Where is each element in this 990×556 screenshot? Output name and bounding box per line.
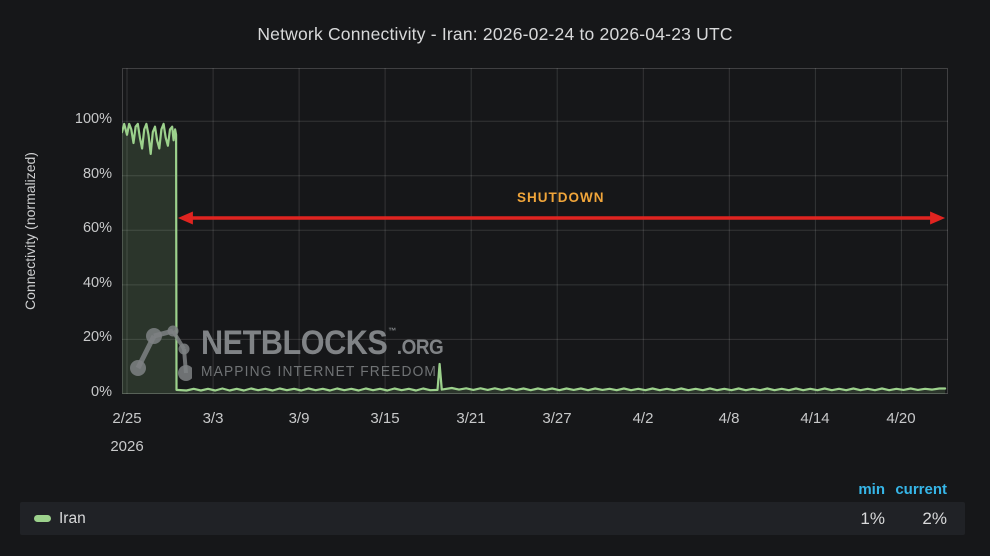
legend-header-row: min current — [20, 476, 965, 502]
arrowhead-right-icon — [930, 211, 946, 225]
y-tick-label: 60% — [82, 220, 112, 236]
arrowhead-left-icon — [177, 211, 193, 225]
shutdown-label: SHUTDOWN — [517, 190, 605, 205]
y-tick-label: 80% — [82, 166, 112, 182]
y-tick-label: 0% — [91, 384, 112, 400]
x-tick-label: 2/25 — [112, 410, 142, 427]
y-tick-label: 100% — [74, 111, 112, 127]
x-tick-label: 4/8 — [718, 410, 740, 427]
iran-series-line — [122, 122, 947, 392]
legend-header-current[interactable]: current — [895, 480, 947, 498]
x-tick-label: 4/20 — [886, 410, 916, 427]
x-tick-label: 4/14 — [800, 410, 830, 427]
x-tick-label: 3/15 — [370, 410, 400, 427]
x-tick-label: 3/9 — [288, 410, 310, 427]
x-tick-year-label: 2026 — [110, 438, 144, 455]
legend-header-min[interactable]: min — [858, 480, 885, 498]
y-tick-label: 20% — [82, 329, 112, 345]
plot-border — [122, 68, 948, 394]
iran-series-area — [122, 123, 946, 394]
legend-item-iran[interactable]: Iran 1% 2% — [20, 502, 965, 535]
x-tick-label: 3/27 — [542, 410, 572, 427]
y-tick-label: 40% — [82, 275, 112, 291]
connectivity-line-chart[interactable]: SHUTDOWN — [122, 68, 948, 394]
x-tick-label: 3/3 — [202, 410, 224, 427]
legend: min current Iran 1% 2% — [20, 476, 965, 535]
plot-area[interactable]: SHUTDOWN — [122, 68, 948, 394]
chart-title: Network Connectivity - Iran: 2026-02-24 … — [257, 24, 733, 44]
series-color-swatch[interactable] — [34, 515, 51, 522]
series-min-value: 1% — [860, 508, 885, 528]
x-tick-label: 4/2 — [632, 410, 654, 427]
series-label[interactable]: Iran — [59, 509, 86, 527]
x-tick-label: 3/21 — [456, 410, 486, 427]
series-current-value: 2% — [922, 508, 947, 528]
